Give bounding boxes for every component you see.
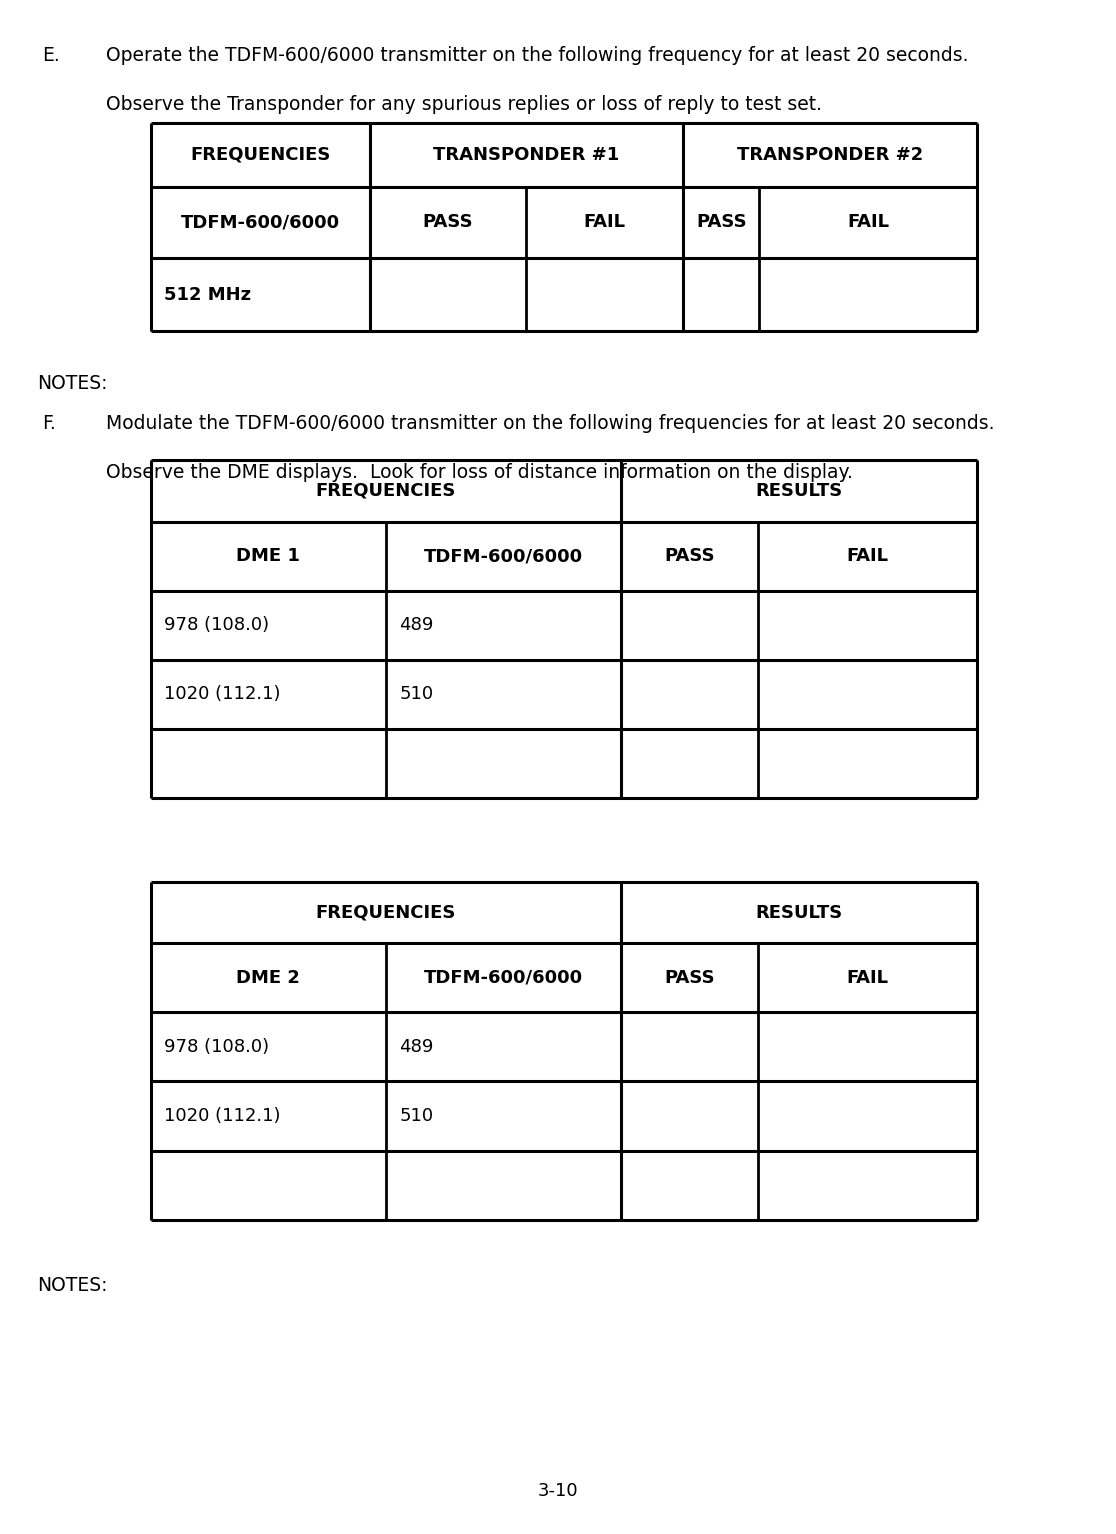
Text: E.: E. — [42, 46, 60, 64]
Text: 510: 510 — [400, 686, 433, 703]
Text: 978 (108.0): 978 (108.0) — [164, 1039, 269, 1055]
Text: 510: 510 — [400, 1108, 433, 1124]
Text: F.: F. — [42, 414, 56, 433]
Text: PASS: PASS — [664, 548, 715, 565]
Text: 489: 489 — [400, 617, 434, 634]
Text: 1020 (112.1): 1020 (112.1) — [164, 1108, 280, 1124]
Text: Observe the Transponder for any spurious replies or loss of reply to test set.: Observe the Transponder for any spurious… — [106, 95, 822, 114]
Text: TDFM-600/6000: TDFM-600/6000 — [424, 969, 584, 986]
Text: PASS: PASS — [664, 969, 715, 986]
Text: PASS: PASS — [423, 213, 473, 232]
Text: FAIL: FAIL — [584, 213, 626, 232]
Text: 3-10: 3-10 — [538, 1482, 578, 1500]
Text: DME 2: DME 2 — [237, 969, 300, 986]
Text: FAIL: FAIL — [847, 213, 889, 232]
Text: 1020 (112.1): 1020 (112.1) — [164, 686, 280, 703]
Text: FAIL: FAIL — [846, 969, 888, 986]
Text: TDFM-600/6000: TDFM-600/6000 — [181, 213, 339, 232]
Text: 489: 489 — [400, 1039, 434, 1055]
Text: FREQUENCIES: FREQUENCIES — [316, 904, 456, 922]
Text: Observe the DME displays.  Look for loss of distance information on the display.: Observe the DME displays. Look for loss … — [106, 463, 853, 482]
Text: RESULTS: RESULTS — [756, 482, 843, 500]
Text: FAIL: FAIL — [846, 548, 888, 565]
Text: FREQUENCIES: FREQUENCIES — [190, 146, 330, 164]
Text: NOTES:: NOTES: — [37, 1276, 107, 1295]
Text: TDFM-600/6000: TDFM-600/6000 — [424, 548, 584, 565]
Text: TRANSPONDER #2: TRANSPONDER #2 — [737, 146, 923, 164]
Text: Operate the TDFM-600/6000 transmitter on the following frequency for at least 20: Operate the TDFM-600/6000 transmitter on… — [106, 46, 969, 64]
Text: 978 (108.0): 978 (108.0) — [164, 617, 269, 634]
Text: 512 MHz: 512 MHz — [164, 285, 251, 304]
Text: TRANSPONDER #1: TRANSPONDER #1 — [433, 146, 619, 164]
Text: NOTES:: NOTES: — [37, 374, 107, 393]
Text: PASS: PASS — [696, 213, 747, 232]
Text: DME 1: DME 1 — [237, 548, 300, 565]
Text: RESULTS: RESULTS — [756, 904, 843, 922]
Text: FREQUENCIES: FREQUENCIES — [316, 482, 456, 500]
Text: Modulate the TDFM-600/6000 transmitter on the following frequencies for at least: Modulate the TDFM-600/6000 transmitter o… — [106, 414, 994, 433]
